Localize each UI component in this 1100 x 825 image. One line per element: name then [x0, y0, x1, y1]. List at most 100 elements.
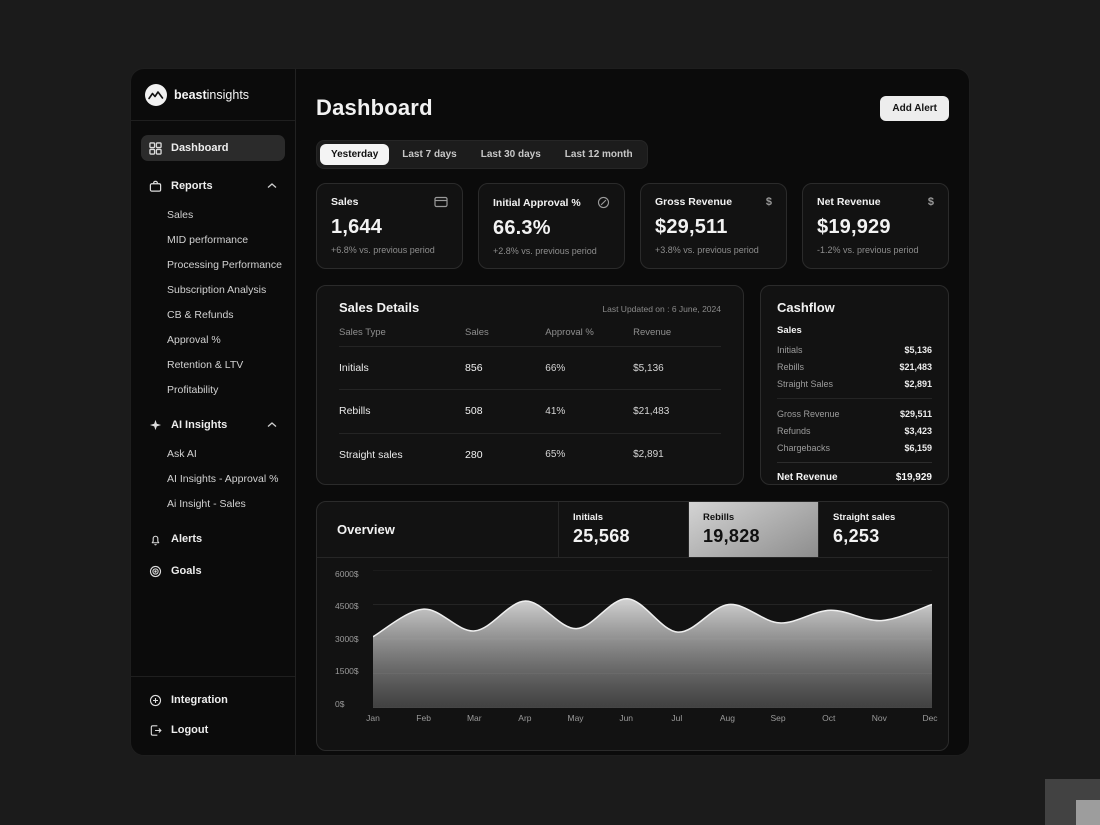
- cashflow-net-value: $19,929: [895, 472, 932, 483]
- sidebar-item-ai-insights[interactable]: AI Insights: [141, 412, 285, 438]
- cashflow-row-label: Straight Sales: [777, 378, 834, 389]
- percent-circle-icon: [597, 196, 610, 209]
- kpi-label: Net Revenue: [817, 196, 881, 208]
- stat-value: 25,568: [573, 526, 630, 546]
- overview-card: Overview Initials 25,568 Rebills 19,828 …: [316, 501, 949, 751]
- tab-yesterday[interactable]: Yesterday: [320, 144, 390, 165]
- sidebar-item-alerts[interactable]: Alerts: [141, 526, 285, 552]
- cell-sales-type: Rebills: [339, 405, 371, 418]
- sidebar-subitem-profitability[interactable]: Profitability: [167, 383, 219, 396]
- sales-details-table: Sales Type Sales Approval % Revenue Init…: [339, 323, 721, 476]
- stat-label: Initials: [573, 512, 604, 523]
- stat-value: 6,253: [833, 526, 880, 546]
- overview-stat-straight-sales[interactable]: Straight sales 6,253: [818, 502, 948, 557]
- brand-name-light: insights: [206, 87, 250, 102]
- overview-title: Overview: [337, 522, 395, 537]
- sidebar-subitem-mid-performance[interactable]: MID performance: [167, 233, 249, 246]
- cashflow-row-label: Gross Revenue: [777, 408, 840, 419]
- x-axis-label: Nov: [871, 713, 887, 723]
- cashflow-row-value: $2,891: [904, 378, 932, 389]
- divider: [777, 398, 932, 399]
- sidebar-subitem-processing-performance[interactable]: Processing Performance: [167, 258, 282, 271]
- x-axis-label: Arp: [518, 713, 532, 723]
- overview-stat-rebills[interactable]: Rebills 19,828: [688, 502, 818, 557]
- stat-label: Rebills: [703, 512, 735, 523]
- sidebar-item-reports[interactable]: Reports: [141, 173, 285, 199]
- kpi-value: 1,644: [331, 216, 383, 238]
- cashflow-row: Straight Sales $2,891: [777, 375, 932, 392]
- y-axis-label: 3000$: [335, 633, 359, 644]
- sidebar-item-logout[interactable]: Logout: [141, 717, 285, 743]
- tab-last-30-days[interactable]: Last 30 days: [470, 144, 552, 165]
- cell-revenue: $2,891: [633, 449, 664, 461]
- tab-last-7-days[interactable]: Last 7 days: [391, 144, 467, 165]
- cashflow-row-value: $6,159: [904, 442, 932, 453]
- table-row-initials: Initials 856 66% $5,136: [339, 347, 721, 391]
- column-header: Sales: [465, 327, 489, 338]
- tab-last-12-month[interactable]: Last 12 month: [554, 144, 644, 165]
- sidebar-subitem-ai-insights-approval[interactable]: AI Insights - Approval %: [167, 472, 279, 485]
- cell-revenue: $21,483: [633, 405, 670, 417]
- corner-decoration-inner: [1076, 800, 1100, 825]
- ai-sub-list: Ask AI AI Insights - Approval % Ai Insig…: [141, 438, 285, 518]
- sidebar-subitem-approval[interactable]: Approval %: [167, 333, 221, 346]
- bell-icon: [149, 532, 163, 546]
- add-alert-button[interactable]: Add Alert: [880, 95, 949, 121]
- kpi-delta: +2.8% vs. previous period: [493, 246, 597, 256]
- sidebar-item-label: Logout: [171, 724, 209, 736]
- cashflow-row-value: $3,423: [904, 425, 932, 436]
- mid-row: Sales Details Last Updated on : 6 June, …: [316, 285, 949, 485]
- integration-icon: [149, 693, 163, 707]
- column-header: Approval %: [545, 327, 594, 338]
- column-header: Sales Type: [339, 327, 386, 338]
- sidebar-subitem-subscription-analysis[interactable]: Subscription Analysis: [167, 283, 267, 296]
- dollar-icon: $: [765, 196, 772, 208]
- cell-sales-type: Straight sales: [339, 448, 403, 461]
- overview-stat-initials[interactable]: Initials 25,568: [558, 502, 688, 557]
- y-axis-label: 6000$: [335, 569, 359, 579]
- brand-logo-icon: [145, 83, 167, 106]
- sidebar-subitem-ai-insight-sales[interactable]: Ai Insight - Sales: [167, 497, 246, 510]
- sidebar-subitem-retention-ltv[interactable]: Retention & LTV: [167, 358, 244, 371]
- sidebar-subitem-ask-ai[interactable]: Ask AI: [167, 447, 197, 460]
- kpi-value: 66.3%: [493, 217, 551, 239]
- table-header-row: Sales Type Sales Approval % Revenue: [339, 323, 721, 347]
- sidebar-item-label: Goals: [171, 565, 202, 577]
- cell-sales: 508: [465, 405, 545, 417]
- table-row-rebills: Rebills 508 41% $21,483: [339, 390, 721, 434]
- cell-sales-value: 280: [465, 448, 483, 461]
- cell-approval: 65%: [545, 449, 566, 461]
- sidebar-item-dashboard[interactable]: Dashboard: [141, 135, 285, 161]
- cashflow-row: Initials $5,136: [777, 341, 932, 358]
- y-axis-label: 1500$: [335, 666, 359, 677]
- sidebar-subitem-sales[interactable]: Sales: [167, 208, 194, 221]
- cashflow-row-label: Rebills: [777, 361, 805, 372]
- cashflow-card: Cashflow Sales Initials $5,136 Rebills $…: [760, 285, 949, 485]
- sidebar-item-goals[interactable]: Goals: [141, 558, 285, 584]
- x-axis-label: Mar: [466, 713, 482, 723]
- content-header: Dashboard Add Alert: [316, 89, 949, 127]
- cashflow-row-label: Initials: [777, 344, 803, 355]
- briefcase-icon: [149, 179, 163, 193]
- dashboard-grid-icon: [149, 141, 163, 155]
- sidebar-item-integration[interactable]: Integration: [141, 687, 285, 713]
- table-row-straight-sales: Straight sales 280 65% $2,891: [339, 434, 721, 476]
- kpi-delta: -1.2% vs. previous period: [817, 245, 919, 255]
- date-range-tabs: Yesterday Last 7 days Last 30 days Last …: [316, 140, 648, 169]
- sales-details-card: Sales Details Last Updated on : 6 June, …: [316, 285, 744, 485]
- cashflow-section-label: Sales: [777, 325, 802, 336]
- kpi-card-sales: Sales 1,644 +6.8% vs. previous period: [316, 183, 463, 269]
- cashflow-row: Chargebacks $6,159: [777, 439, 932, 456]
- brand-name: beastinsights: [174, 88, 249, 102]
- credit-card-icon: [434, 196, 448, 208]
- cashflow-row: Refunds $3,423: [777, 422, 932, 439]
- cashflow-row-value: $5,136: [904, 344, 932, 355]
- cell-sales-value: 856: [465, 362, 483, 375]
- x-axis-label: Jul: [671, 713, 683, 723]
- x-axis-label: Oct: [822, 713, 836, 723]
- chevron-up-icon: [267, 182, 277, 190]
- x-axis-label: May: [567, 713, 584, 723]
- kpi-label: Gross Revenue: [655, 196, 733, 208]
- cell-sales: 280: [465, 449, 545, 461]
- sidebar-subitem-cb-refunds[interactable]: CB & Refunds: [167, 308, 234, 321]
